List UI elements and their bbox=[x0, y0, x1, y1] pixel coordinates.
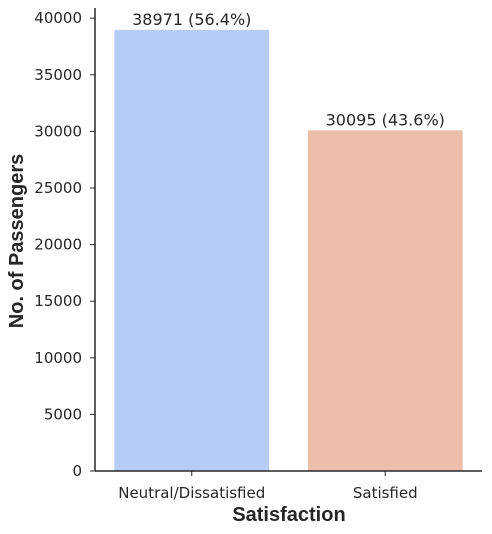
y-axis: 0 5000 10000 15000 20000 25000 30000 35000 40000 bbox=[34, 8, 96, 480]
bar-value-label: 38971 (56.4%) bbox=[132, 10, 251, 29]
y-tick-label: 15000 bbox=[34, 292, 82, 310]
y-axis-title: No. of Passengers bbox=[6, 154, 28, 329]
bar-neutral-dissatisfied bbox=[114, 29, 270, 471]
y-tick-label: 40000 bbox=[34, 9, 82, 27]
y-tick-label: 10000 bbox=[34, 349, 82, 367]
bar-labels-layer: 38971 (56.4%) 30095 (43.6%) bbox=[132, 10, 445, 129]
x-tick-label: Satisfied bbox=[353, 484, 418, 502]
bar-value-label: 30095 (43.6%) bbox=[326, 110, 445, 129]
bars-layer bbox=[114, 29, 463, 471]
y-tick-label: 35000 bbox=[34, 66, 82, 84]
bar-satisfied bbox=[307, 130, 463, 471]
x-tick-label: Neutral/Dissatisfied bbox=[118, 484, 265, 502]
y-tick-label: 30000 bbox=[34, 122, 82, 140]
x-axis: Neutral/Dissatisfied Satisfied bbox=[95, 470, 482, 502]
y-tick-label: 20000 bbox=[34, 236, 82, 254]
y-tick-label: 25000 bbox=[34, 179, 82, 197]
y-tick-label: 0 bbox=[72, 462, 82, 480]
x-axis-title: Satisfaction bbox=[232, 504, 345, 526]
y-tick-label: 5000 bbox=[44, 405, 82, 423]
